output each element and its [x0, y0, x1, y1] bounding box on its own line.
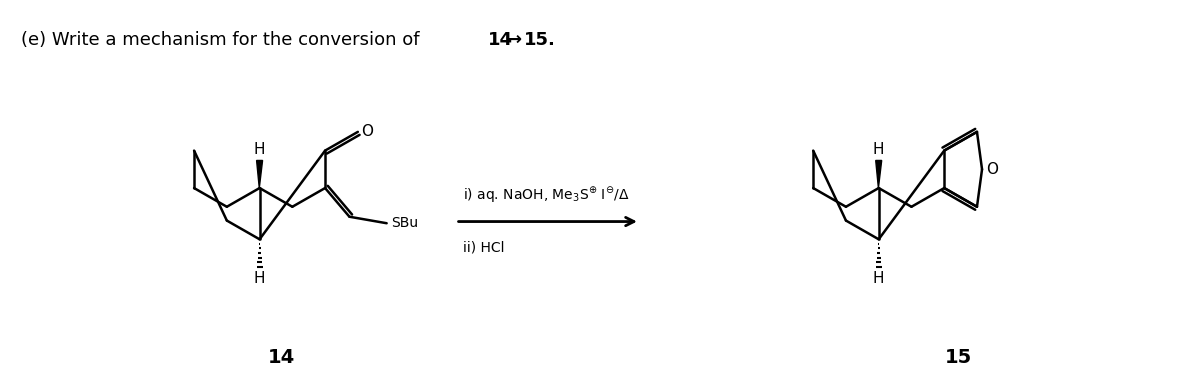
Polygon shape [876, 160, 882, 188]
Text: (e) Write a mechanism for the conversion of: (e) Write a mechanism for the conversion… [20, 31, 425, 49]
Text: 15.: 15. [524, 31, 557, 49]
Polygon shape [257, 160, 263, 188]
Text: O: O [361, 125, 373, 139]
Text: ii) HCl: ii) HCl [463, 240, 504, 254]
Text: →: → [508, 31, 522, 49]
Text: 14: 14 [487, 31, 512, 49]
Text: 15: 15 [944, 348, 972, 367]
Text: H: H [872, 141, 884, 157]
Text: H: H [254, 141, 265, 157]
Text: i) aq. NaOH, Me$_3$S$^{\oplus}$ I$^{\ominus}$/$\Delta$: i) aq. NaOH, Me$_3$S$^{\oplus}$ I$^{\omi… [463, 185, 630, 205]
Text: 14: 14 [268, 348, 295, 367]
Text: O: O [986, 162, 998, 177]
Text: H: H [254, 271, 265, 286]
Text: SBu: SBu [391, 216, 418, 230]
Text: H: H [872, 271, 884, 286]
